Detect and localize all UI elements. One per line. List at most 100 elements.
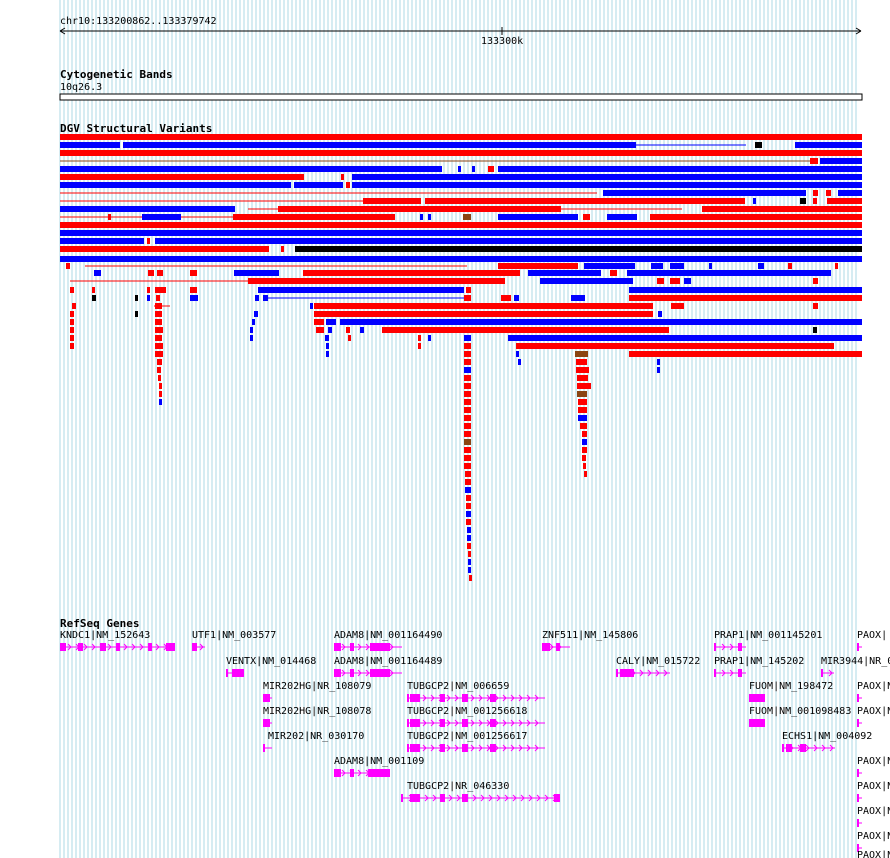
variant-bar[interactable] [584, 263, 635, 269]
gene-feature[interactable]: TUBGCP2|NM_006659 [407, 681, 545, 702]
variant-bar[interactable] [578, 407, 587, 413]
gene-feature[interactable]: TUBGCP2|NM_001256617 [407, 731, 545, 752]
variant-bar[interactable] [147, 238, 150, 244]
variant-bar[interactable] [310, 303, 313, 309]
variant-bar[interactable] [576, 359, 587, 365]
gene-feature[interactable]: UTF1|NM_003577 [192, 630, 276, 651]
variant-bar[interactable] [190, 287, 197, 293]
variant-bar[interactable] [94, 270, 101, 276]
variant-bar[interactable] [467, 535, 471, 541]
variant-bar[interactable] [155, 238, 862, 244]
variant-bar[interactable] [578, 415, 587, 421]
gene-feature[interactable]: CALY|NM_015722 [616, 656, 700, 677]
variant-bar[interactable] [159, 391, 162, 397]
gene-feature[interactable]: ADAM8|NM_001164489 [334, 656, 442, 677]
variant-bar[interactable] [575, 351, 588, 357]
variant-bar[interactable] [66, 263, 70, 269]
variant-bar[interactable] [580, 423, 587, 429]
variant-bar[interactable] [576, 367, 589, 373]
variant-bar[interactable] [629, 287, 862, 293]
variant-bar[interactable] [795, 142, 862, 148]
variant-bar[interactable] [70, 343, 74, 349]
variant-bar[interactable] [468, 551, 471, 557]
variant-bar[interactable] [314, 311, 653, 317]
variant-bar[interactable] [155, 311, 162, 317]
variant-bar[interactable] [294, 182, 343, 188]
variant-bar[interactable] [325, 335, 329, 341]
variant-bar[interactable] [464, 359, 471, 365]
variant-bar[interactable] [123, 142, 636, 148]
variant-bar[interactable] [508, 335, 862, 341]
variant-bar[interactable] [60, 166, 442, 172]
variant-bar[interactable] [464, 383, 471, 389]
variant-bar[interactable] [501, 295, 511, 301]
gene-feature[interactable]: MIR202|NR_030170 [263, 731, 364, 752]
variant-bar[interactable] [466, 511, 471, 517]
variant-bar[interactable] [70, 319, 74, 325]
variant-bar[interactable] [578, 399, 587, 405]
variant-bar[interactable] [157, 367, 161, 373]
variant-bar[interactable] [155, 343, 163, 349]
gene-feature[interactable]: FUOM|NM_198472 [749, 681, 833, 702]
variant-bar[interactable] [603, 190, 806, 196]
variant-bar[interactable] [295, 246, 862, 252]
gene-feature[interactable]: PAOX|N [857, 850, 890, 858]
variant-bar[interactable] [516, 351, 519, 357]
variant-bar[interactable] [466, 287, 471, 293]
gene-feature[interactable]: MIR202HG|NR_108078 [263, 706, 371, 727]
variant-bar[interactable] [60, 174, 304, 180]
variant-bar[interactable] [465, 487, 471, 493]
variant-bar[interactable] [582, 431, 587, 437]
variant-bar[interactable] [458, 166, 461, 172]
variant-bar[interactable] [70, 335, 74, 341]
variant-bar[interactable] [702, 206, 862, 212]
variant-bar[interactable] [577, 391, 587, 397]
variant-bar[interactable] [314, 319, 324, 325]
variant-bar[interactable] [758, 263, 764, 269]
variant-bar[interactable] [92, 287, 95, 293]
variant-bar[interactable] [155, 319, 162, 325]
variant-bar[interactable] [468, 567, 471, 573]
variant-bar[interactable] [498, 214, 578, 220]
variant-bar[interactable] [155, 303, 162, 309]
variant-bar[interactable] [464, 423, 471, 429]
variant-bar[interactable] [278, 206, 561, 212]
variant-bar[interactable] [582, 447, 587, 453]
variant-bar[interactable] [248, 278, 505, 284]
variant-bar[interactable] [70, 311, 74, 317]
variant-bar[interactable] [382, 327, 669, 333]
gene-feature[interactable]: PAOX|N [857, 806, 890, 827]
gene-feature[interactable]: PAOX|N [857, 706, 890, 727]
variant-bar[interactable] [827, 198, 862, 204]
variant-bar[interactable] [657, 359, 660, 365]
gene-feature[interactable]: KNDC1|NM_152643 [60, 630, 175, 651]
variant-bar[interactable] [157, 359, 162, 365]
gene-feature[interactable]: PAOX|N [857, 781, 890, 802]
variant-bar[interactable] [250, 327, 253, 333]
gene-features[interactable]: KNDC1|NM_152643 UTF1|NM_003577 ADAM8|NM_00… [60, 630, 890, 858]
variant-bar[interactable] [800, 198, 806, 204]
variant-bar[interactable] [60, 134, 862, 140]
variant-bar[interactable] [464, 343, 471, 349]
variant-bar[interactable] [464, 399, 471, 405]
variant-bar[interactable] [135, 311, 138, 317]
variant-bar[interactable] [826, 190, 831, 196]
variant-bar[interactable] [255, 295, 259, 301]
variant-bar[interactable] [148, 270, 154, 276]
variant-bar[interactable] [157, 270, 163, 276]
variant-bar[interactable] [657, 367, 660, 373]
gene-feature[interactable]: PAOX| [857, 630, 887, 651]
gene-feature[interactable]: MIR3944|NR_0 [821, 656, 890, 677]
variant-bar[interactable] [577, 383, 591, 389]
variant-bar[interactable] [60, 246, 269, 252]
variant-bar[interactable] [428, 214, 431, 220]
variant-bar[interactable] [60, 206, 235, 212]
cytoband-ideogram[interactable] [59, 93, 863, 101]
variant-bar[interactable] [820, 158, 862, 164]
variant-bar[interactable] [514, 295, 519, 301]
variant-bar[interactable] [346, 182, 350, 188]
refseq-track[interactable]: RefSeq Genes KNDC1|NM_152643 UTF1|NM_0035… [60, 617, 890, 858]
variant-bar[interactable] [346, 327, 350, 333]
variant-bar[interactable] [326, 319, 336, 325]
variant-bar[interactable] [755, 142, 762, 148]
